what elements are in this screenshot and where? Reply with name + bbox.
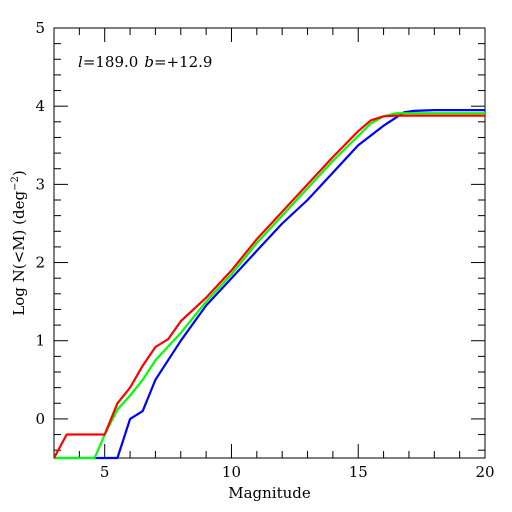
x-axis-label: Magnitude <box>228 484 311 502</box>
field-annotation: l=189.0 b=+12.9 <box>78 53 212 71</box>
plot-frame <box>53 27 486 459</box>
x-tick-label: 10 <box>222 463 241 481</box>
y-tick-label: 2 <box>35 254 45 272</box>
y-tick-label: 3 <box>35 175 45 193</box>
y-tick-label: 1 <box>35 332 45 350</box>
x-tick-label: 20 <box>475 463 494 481</box>
y-tick-label: 0 <box>35 410 45 428</box>
data-series <box>53 108 485 460</box>
tick-labels: 5 10 15 20 0 1 2 3 4 5 <box>35 19 494 481</box>
y-axis-label: Log N(<M) (deg−2) <box>10 170 28 315</box>
y-tick-label: 5 <box>35 19 45 37</box>
y-tick-label: 4 <box>35 97 45 115</box>
x-tick-label: 15 <box>349 463 368 481</box>
axis-ticks <box>53 27 486 458</box>
series-blue-line <box>54 108 485 460</box>
series-green-line <box>54 112 485 460</box>
series-red-line <box>53 114 485 459</box>
x-tick-label: 5 <box>100 463 110 481</box>
